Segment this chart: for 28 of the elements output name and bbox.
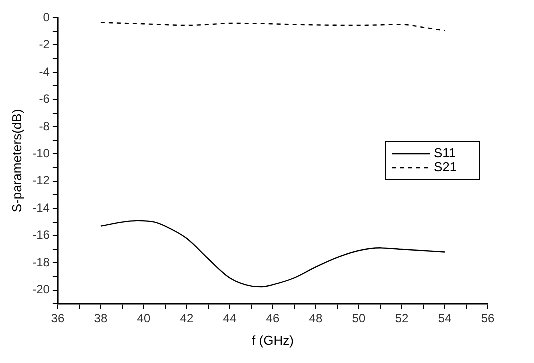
legend-label: S21 bbox=[434, 160, 458, 175]
y-tick-label: -16 bbox=[32, 228, 50, 242]
x-tick-label: 48 bbox=[309, 312, 323, 326]
y-tick-label: -12 bbox=[32, 174, 50, 188]
y-tick-label: -6 bbox=[39, 92, 50, 106]
x-tick-label: 54 bbox=[438, 312, 452, 326]
legend-label: S11 bbox=[434, 146, 456, 161]
x-tick-label: 38 bbox=[94, 312, 108, 326]
line-series bbox=[100, 220, 446, 288]
y-tick-label: -14 bbox=[32, 200, 50, 215]
y-tick-label: -2 bbox=[39, 38, 50, 52]
y-tick-label: -8 bbox=[39, 119, 50, 134]
x-axis-title: f (GHz) bbox=[252, 332, 294, 348]
x-tick-label: 40 bbox=[137, 312, 151, 326]
x-tick-label: 52 bbox=[395, 312, 409, 326]
line-series bbox=[100, 22, 446, 32]
x-tick-label: 44 bbox=[223, 312, 237, 326]
y-tick-label: -20 bbox=[32, 282, 50, 297]
y-tick-label: 0 bbox=[43, 10, 50, 24]
y-axis-title: S-parameters(dB) bbox=[9, 109, 24, 213]
y-tick-label: -4 bbox=[39, 64, 50, 79]
x-tick-label: 36 bbox=[51, 312, 65, 326]
x-tick-label: 46 bbox=[266, 312, 280, 326]
x-tick-label: 50 bbox=[352, 312, 366, 326]
y-tick-label: -10 bbox=[32, 146, 50, 161]
x-tick-label: 42 bbox=[180, 312, 194, 326]
x-tick-label: 56 bbox=[481, 312, 495, 326]
y-tick-label: -18 bbox=[32, 255, 50, 270]
